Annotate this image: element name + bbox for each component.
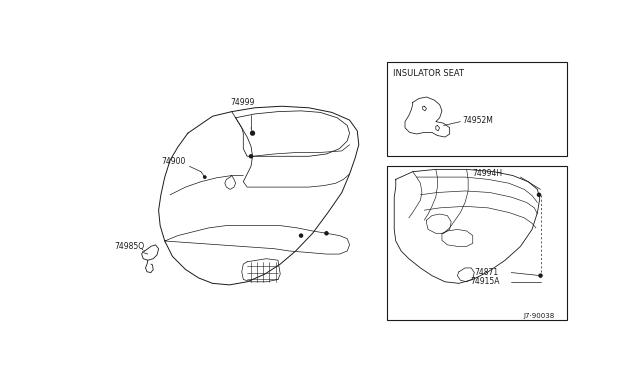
Bar <box>387 62 566 156</box>
Text: J7·90038: J7·90038 <box>524 314 555 320</box>
Text: 74985Q: 74985Q <box>115 242 145 251</box>
Bar <box>387 166 566 320</box>
Circle shape <box>538 193 541 196</box>
Text: 74999: 74999 <box>230 98 255 107</box>
Circle shape <box>251 131 255 135</box>
Text: 74915A: 74915A <box>470 277 500 286</box>
Circle shape <box>539 274 542 277</box>
Text: 74871: 74871 <box>474 268 499 277</box>
Text: 74900: 74900 <box>161 157 186 166</box>
Text: INSULATOR SEAT: INSULATOR SEAT <box>394 69 465 78</box>
Circle shape <box>325 232 328 235</box>
Circle shape <box>204 176 206 178</box>
Text: 74994H: 74994H <box>473 170 503 179</box>
Circle shape <box>250 155 253 158</box>
Text: 74952M: 74952M <box>462 116 493 125</box>
Circle shape <box>300 234 303 237</box>
